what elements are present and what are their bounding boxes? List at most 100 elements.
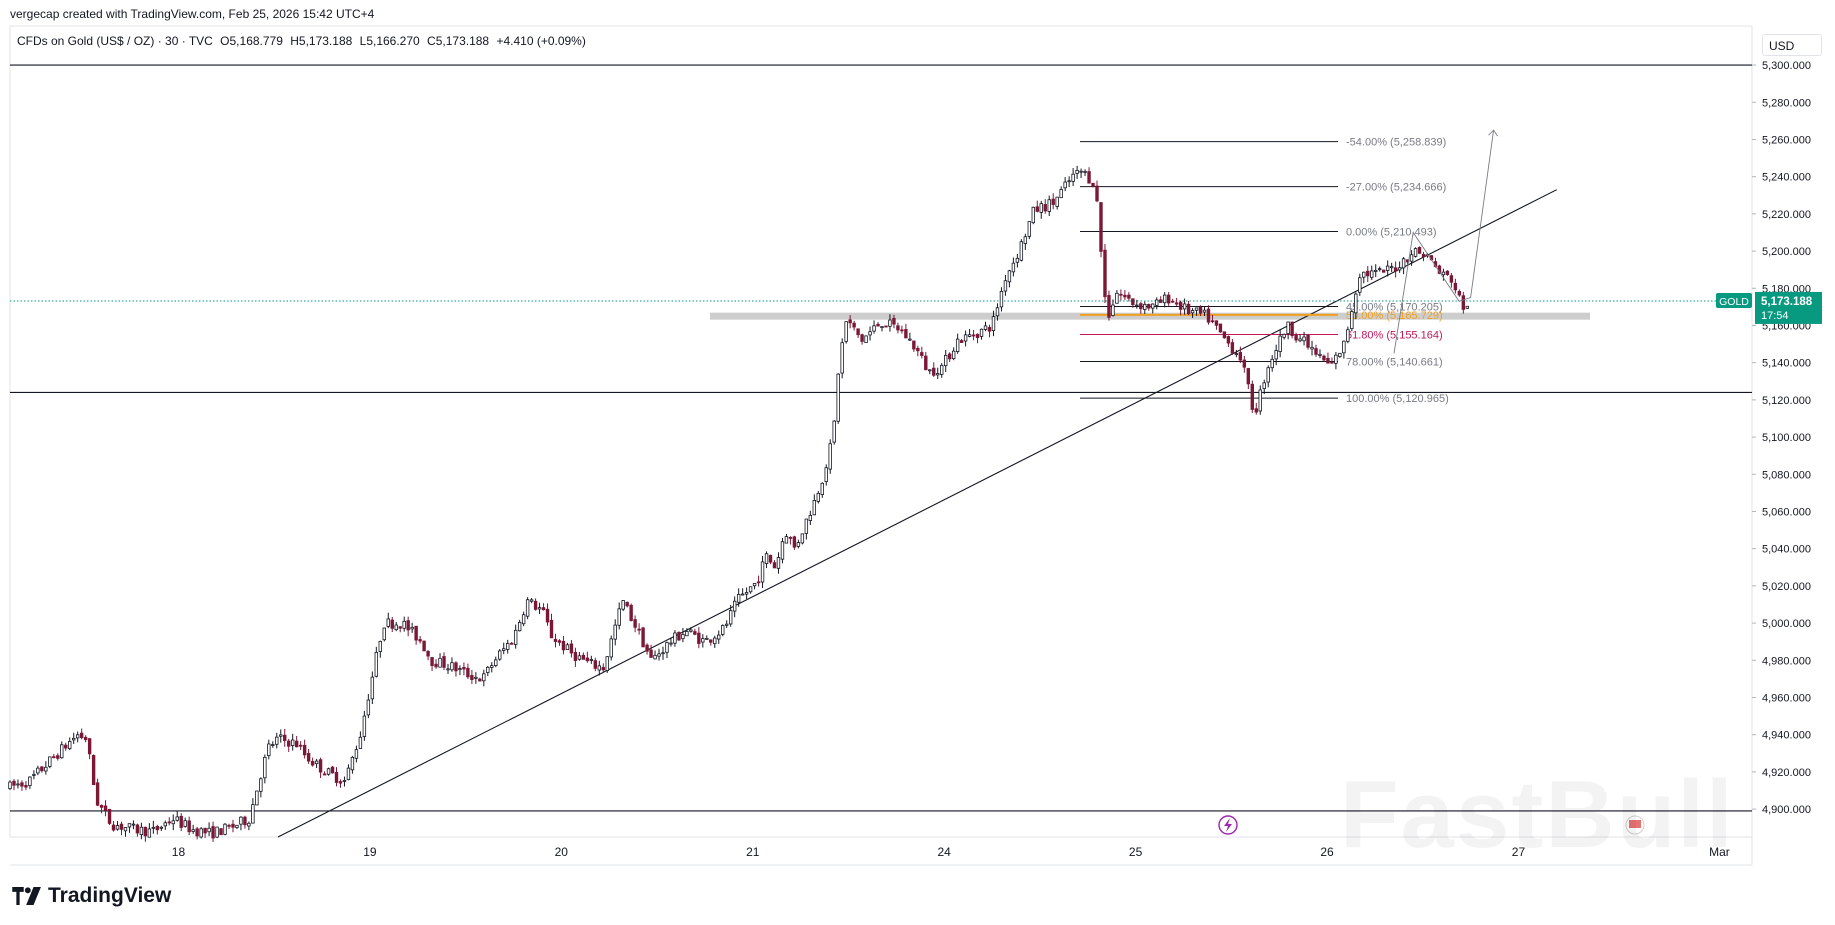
- candle[interactable]: [486, 665, 490, 677]
- candle[interactable]: [1147, 303, 1151, 311]
- candle[interactable]: [812, 494, 817, 516]
- candle[interactable]: [601, 663, 605, 673]
- candle[interactable]: [963, 330, 968, 347]
- symbol-name[interactable]: CFDs on Gold (US$ / OZ) · 30 · TVC: [17, 34, 213, 48]
- candle[interactable]: [107, 808, 112, 826]
- candle[interactable]: [458, 665, 462, 676]
- candle[interactable]: [760, 555, 765, 588]
- candle[interactable]: [509, 641, 514, 645]
- candle[interactable]: [1266, 365, 1270, 388]
- candle[interactable]: [983, 321, 988, 332]
- candle[interactable]: [748, 586, 753, 594]
- candle[interactable]: [725, 620, 729, 628]
- candle[interactable]: [1015, 254, 1020, 268]
- candle[interactable]: [796, 539, 801, 549]
- candle[interactable]: [800, 533, 805, 545]
- candle[interactable]: [756, 575, 761, 587]
- candle[interactable]: [1445, 270, 1450, 276]
- candle[interactable]: [625, 601, 629, 608]
- candle[interactable]: [932, 362, 936, 377]
- candle[interactable]: [1314, 344, 1318, 357]
- candle[interactable]: [677, 631, 681, 642]
- candle[interactable]: [697, 627, 701, 649]
- fib-level[interactable]: 0.00% (5,210.493): [1080, 227, 1437, 239]
- fib-level[interactable]: 100.00% (5,120.965): [1080, 393, 1449, 405]
- candle[interactable]: [681, 627, 685, 643]
- candle[interactable]: [211, 821, 215, 842]
- candle[interactable]: [713, 635, 717, 648]
- candle[interactable]: [330, 765, 335, 774]
- candle[interactable]: [279, 729, 283, 743]
- candle[interactable]: [525, 597, 530, 620]
- candle[interactable]: [87, 737, 92, 760]
- candle[interactable]: [629, 603, 633, 622]
- candle[interactable]: [513, 624, 518, 649]
- candle[interactable]: [1007, 269, 1012, 288]
- candle[interactable]: [334, 767, 339, 787]
- candle[interactable]: [294, 735, 299, 748]
- candle[interactable]: [16, 779, 20, 789]
- candle[interactable]: [1306, 334, 1310, 350]
- candle[interactable]: [386, 612, 390, 629]
- candle[interactable]: [354, 745, 359, 763]
- candle[interactable]: [1366, 265, 1370, 283]
- candle[interactable]: [32, 770, 36, 780]
- candle[interactable]: [959, 338, 964, 343]
- candle[interactable]: [1039, 200, 1043, 219]
- candle[interactable]: [251, 798, 255, 824]
- candle[interactable]: [1127, 292, 1131, 302]
- candle[interactable]: [446, 663, 450, 674]
- candle[interactable]: [1135, 299, 1139, 309]
- candle[interactable]: [1457, 289, 1462, 297]
- candle[interactable]: [1413, 247, 1418, 258]
- candle[interactable]: [1115, 290, 1119, 304]
- candle[interactable]: [390, 617, 394, 632]
- candle[interactable]: [955, 333, 960, 354]
- candle[interactable]: [693, 628, 697, 636]
- candle[interactable]: [641, 626, 645, 648]
- candle[interactable]: [1282, 333, 1286, 340]
- candle[interactable]: [1330, 357, 1334, 364]
- candle[interactable]: [768, 554, 773, 565]
- candle[interactable]: [1338, 352, 1342, 358]
- candle[interactable]: [709, 639, 713, 646]
- candle[interactable]: [103, 800, 108, 817]
- candle[interactable]: [1051, 193, 1055, 210]
- candle[interactable]: [896, 322, 900, 334]
- candle[interactable]: [940, 363, 944, 378]
- candle[interactable]: [784, 533, 789, 544]
- candle[interactable]: [1234, 349, 1239, 358]
- candle[interactable]: [589, 655, 594, 664]
- candle[interactable]: [1326, 352, 1330, 364]
- candle[interactable]: [502, 642, 506, 655]
- candle[interactable]: [1035, 200, 1039, 213]
- candle[interactable]: [1421, 251, 1426, 262]
- candle[interactable]: [657, 648, 661, 661]
- candle[interactable]: [342, 776, 347, 787]
- candle[interactable]: [422, 640, 426, 652]
- candle[interactable]: [183, 817, 187, 828]
- candle[interactable]: [187, 816, 191, 836]
- candle[interactable]: [804, 518, 809, 540]
- candle[interactable]: [283, 728, 287, 747]
- candle[interactable]: [1238, 346, 1243, 364]
- candle[interactable]: [1031, 206, 1036, 225]
- candle[interactable]: [653, 650, 657, 660]
- candle[interactable]: [1151, 303, 1155, 314]
- candle[interactable]: [1170, 298, 1175, 303]
- candle[interactable]: [1441, 268, 1446, 281]
- candle[interactable]: [406, 616, 410, 637]
- candle[interactable]: [904, 323, 908, 339]
- candle[interactable]: [597, 660, 601, 676]
- candle[interactable]: [1119, 289, 1123, 301]
- candle[interactable]: [159, 825, 164, 831]
- candle[interactable]: [418, 635, 422, 644]
- candle[interactable]: [1389, 262, 1394, 272]
- trendline[interactable]: [277, 189, 1557, 838]
- candle[interactable]: [816, 491, 820, 504]
- candle[interactable]: [856, 328, 860, 339]
- candle[interactable]: [1358, 273, 1362, 296]
- candle[interactable]: [1218, 323, 1223, 333]
- candle[interactable]: [219, 828, 223, 836]
- candle[interactable]: [892, 314, 896, 329]
